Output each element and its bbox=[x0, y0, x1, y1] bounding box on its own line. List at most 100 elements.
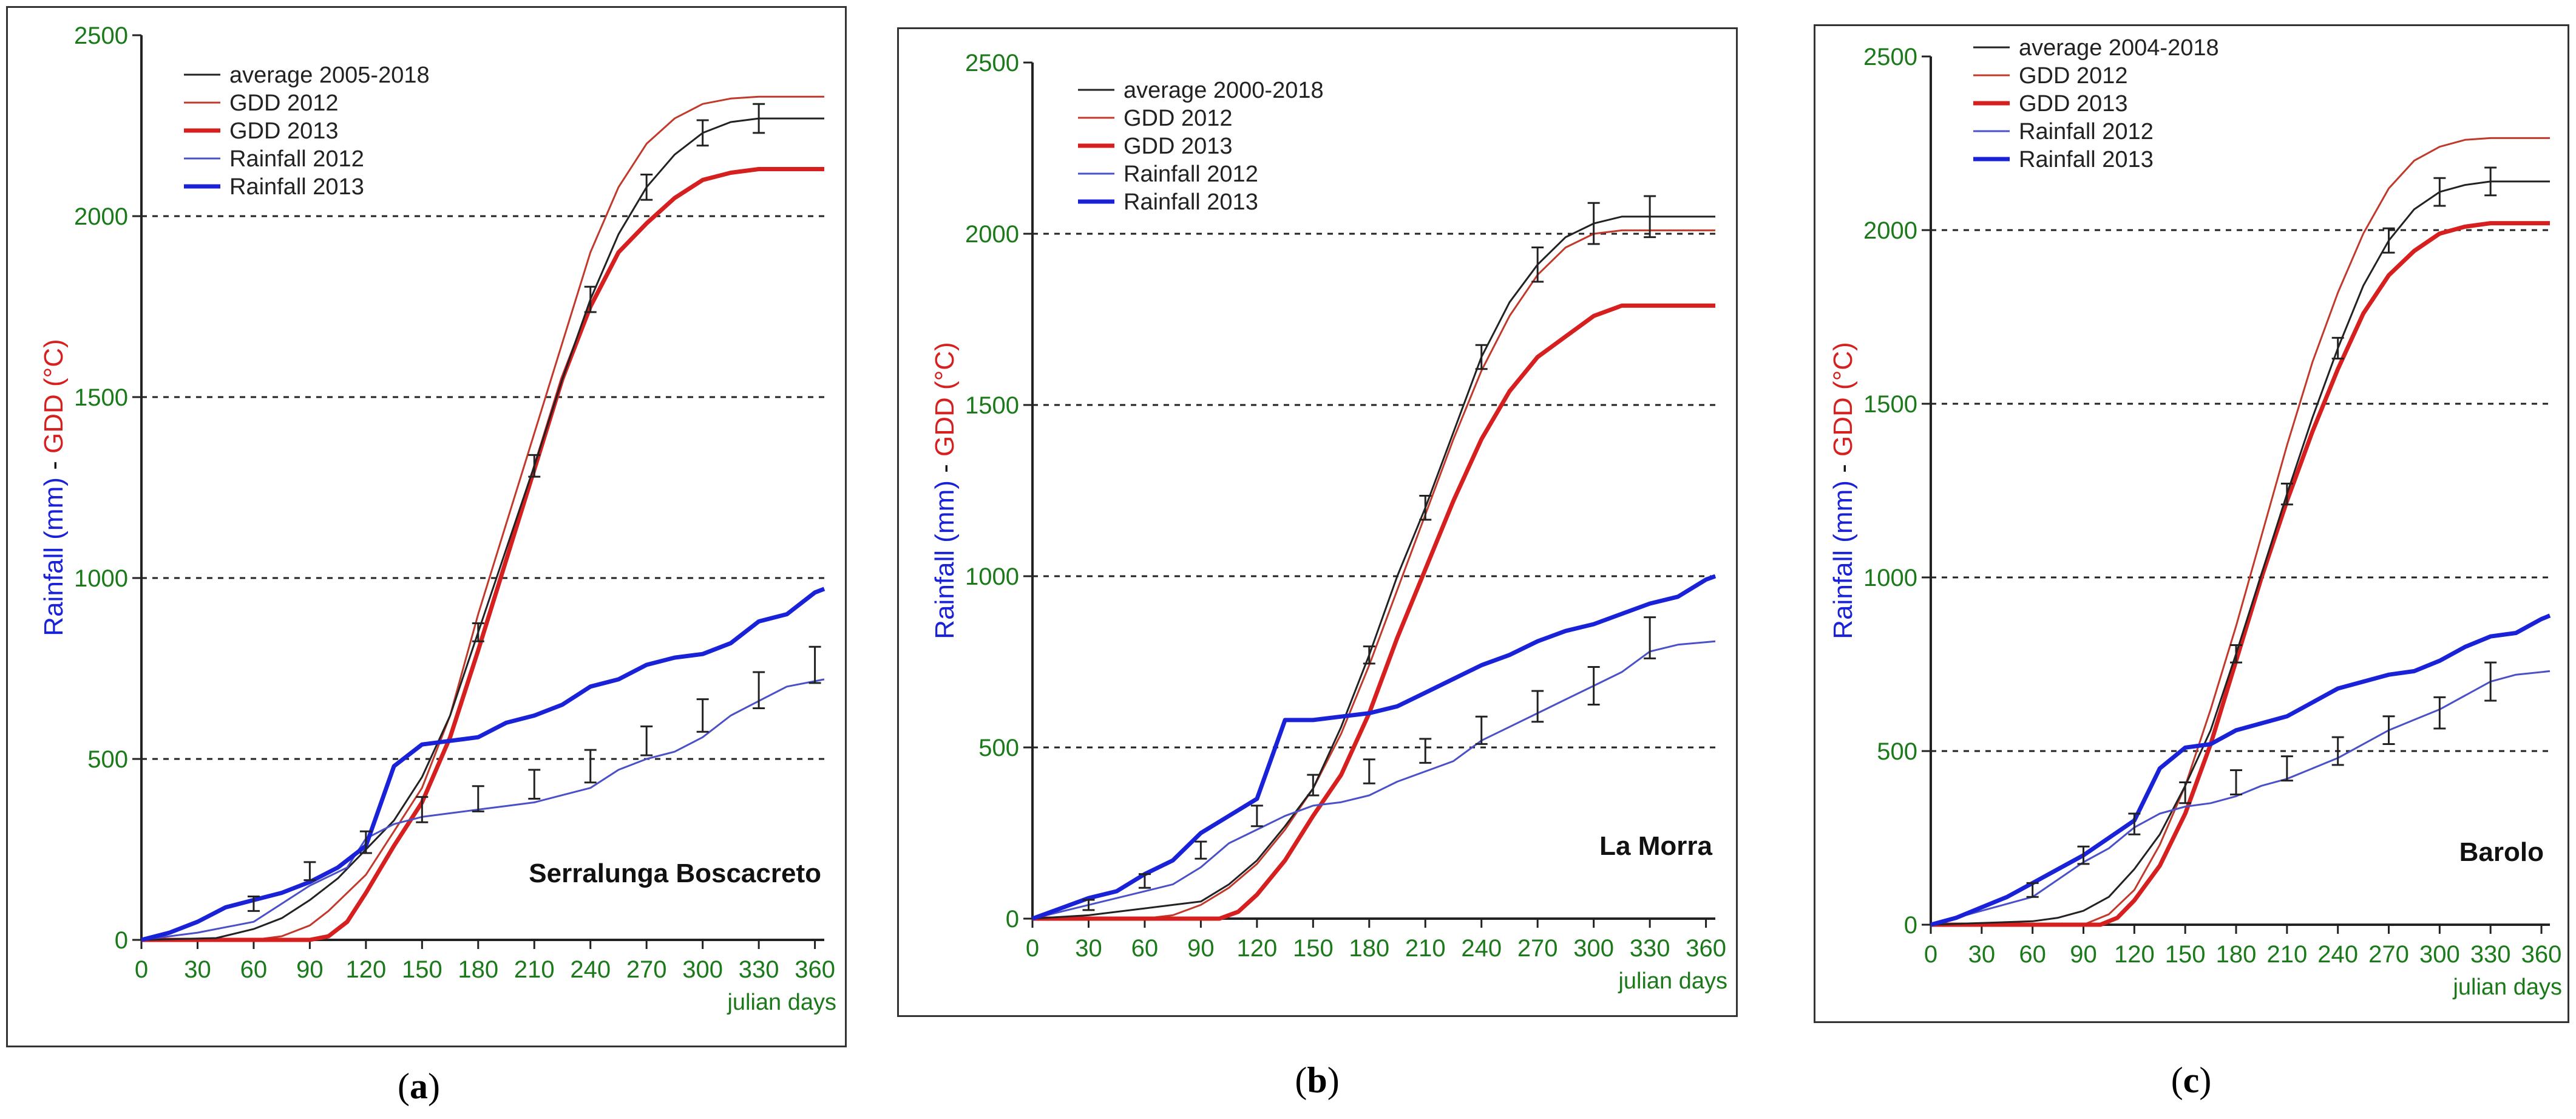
series-line-gdd-2013 bbox=[1032, 303, 1715, 921]
x-tick-label: 30 bbox=[1075, 935, 1102, 962]
y-tick-label: 1000 bbox=[965, 563, 1019, 590]
y-axis-label-gdd: GDD (°C) bbox=[930, 342, 960, 457]
series-line-rainfall-2013 bbox=[1930, 613, 2551, 927]
x-tick-label: 300 bbox=[682, 956, 723, 983]
x-tick-label: 330 bbox=[2470, 941, 2511, 968]
x-tick-label: 30 bbox=[1968, 941, 1996, 968]
series-line-average-2004-2018 bbox=[1930, 180, 2550, 926]
x-tick-label: 180 bbox=[2216, 941, 2257, 968]
y-tick-label: 2000 bbox=[965, 221, 1019, 248]
series-line-rainfall-2012 bbox=[141, 678, 825, 941]
x-tick-label: 240 bbox=[2317, 941, 2358, 968]
y-tick-label: 0 bbox=[1006, 906, 1019, 933]
x-tick-label: 210 bbox=[514, 956, 555, 983]
y-axis-label: Rainfall (mm) - GDD (°C) bbox=[39, 339, 69, 636]
x-tick-label: 360 bbox=[2521, 941, 2562, 968]
location-label: Serralunga Boscacreto bbox=[529, 859, 821, 888]
y-axis-label-rainfall: Rainfall (mm) bbox=[39, 470, 69, 636]
legend-label: GDD 2013 bbox=[229, 118, 339, 144]
y-axis-label-rainfall: Rainfall (mm) bbox=[1828, 473, 1858, 639]
x-axis-label: julian days bbox=[1618, 968, 1727, 994]
series-line-gdd-2012 bbox=[1931, 137, 2550, 926]
x-tick-label: 300 bbox=[1573, 935, 1614, 962]
x-tick-label: 180 bbox=[458, 956, 498, 983]
series-line-rainfall-2013 bbox=[141, 587, 825, 942]
y-tick-label: 2000 bbox=[74, 203, 128, 230]
legend-label: GDD 2013 bbox=[1124, 134, 1233, 159]
legend-label: average 2005-2018 bbox=[229, 63, 430, 88]
x-tick-label: 330 bbox=[739, 956, 779, 983]
series-line-average-2005-2018 bbox=[141, 117, 824, 941]
y-axis-label-separator: - bbox=[1828, 457, 1858, 473]
x-tick-label: 270 bbox=[1517, 935, 1558, 962]
x-axis-label: julian days bbox=[2452, 974, 2562, 1000]
y-axis-label-rainfall: Rainfall (mm) bbox=[930, 473, 960, 639]
x-tick-label: 210 bbox=[2266, 941, 2307, 968]
x-tick-label: 60 bbox=[2019, 941, 2046, 968]
chart-panel-c: 0 500 1000 1500 2000 2500 0 30 60 90 120 150 180 210 2… bbox=[1814, 24, 2569, 1023]
caption-a-letter: a bbox=[410, 1066, 428, 1106]
y-tick-label: 1500 bbox=[1863, 391, 1917, 418]
x-tick-label: 90 bbox=[2070, 941, 2097, 968]
legend-label: average 2000-2018 bbox=[1124, 78, 1324, 103]
caption-c: (c) bbox=[2171, 1060, 2212, 1100]
chart-svg-a: 0 500 1000 1500 2000 2500 0 30 60 90 120 150 180 210 2… bbox=[39, 22, 836, 1015]
series-line-rainfall-2013 bbox=[1031, 574, 1717, 921]
y-tick-label: 2500 bbox=[965, 50, 1019, 77]
caption-c-letter: c bbox=[2183, 1060, 2200, 1100]
y-tick-label: 500 bbox=[1877, 738, 1917, 765]
legend-label: average 2004-2018 bbox=[2019, 35, 2219, 61]
x-tick-label: 60 bbox=[240, 956, 268, 983]
x-tick-label: 120 bbox=[1236, 935, 1277, 962]
legend-label: GDD 2012 bbox=[1124, 106, 1233, 131]
x-tick-label: 90 bbox=[1187, 935, 1215, 962]
x-tick-label: 30 bbox=[184, 956, 211, 983]
chart-panel-a: 0 500 1000 1500 2000 2500 0 30 60 90 120 150 180 210 2… bbox=[6, 6, 847, 1047]
y-axis-label-separator: - bbox=[930, 457, 960, 473]
x-tick-label: 330 bbox=[1630, 935, 1670, 962]
y-axis-label: Rainfall (mm) - GDD (°C) bbox=[930, 342, 960, 639]
x-tick-label: 150 bbox=[402, 956, 442, 983]
x-tick-label: 180 bbox=[1349, 935, 1389, 962]
caption-b: (b) bbox=[1295, 1060, 1340, 1100]
location-label: La Morra bbox=[1599, 831, 1712, 861]
series-line-rainfall-2012 bbox=[1032, 640, 1716, 920]
y-tick-label: 0 bbox=[115, 927, 128, 954]
y-tick-label: 2500 bbox=[74, 22, 128, 49]
x-tick-label: 0 bbox=[135, 956, 148, 983]
x-tick-label: 300 bbox=[2419, 941, 2460, 968]
x-tick-label: 60 bbox=[1131, 935, 1159, 962]
series-line-gdd-2013 bbox=[1931, 221, 2550, 927]
x-tick-label: 210 bbox=[1405, 935, 1446, 962]
y-tick-label: 500 bbox=[978, 735, 1019, 761]
x-tick-label: 240 bbox=[570, 956, 611, 983]
legend-label: Rainfall 2013 bbox=[1124, 189, 1258, 215]
x-tick-label: 90 bbox=[296, 956, 324, 983]
x-tick-label: 120 bbox=[345, 956, 386, 983]
caption-b-letter: b bbox=[1307, 1060, 1327, 1100]
chart-svg-c: 0 500 1000 1500 2000 2500 0 30 60 90 120 150 180 210 2… bbox=[1828, 35, 2562, 1000]
x-tick-label: 150 bbox=[2165, 941, 2206, 968]
legend-label: Rainfall 2013 bbox=[229, 174, 364, 200]
y-axis-label-gdd: GDD (°C) bbox=[1828, 342, 1858, 457]
series-line-gdd-2013 bbox=[141, 167, 824, 942]
chart-svg-b: 0 500 1000 1500 2000 2500 0 30 60 90 120 150 180 210 2… bbox=[930, 50, 1727, 994]
y-tick-label: 0 bbox=[1904, 912, 1917, 939]
caption-a: (a) bbox=[398, 1066, 440, 1106]
x-tick-label: 120 bbox=[2114, 941, 2155, 968]
y-axis-label-separator: - bbox=[39, 454, 69, 470]
y-tick-label: 1000 bbox=[74, 565, 128, 592]
legend-label: Rainfall 2012 bbox=[2019, 119, 2154, 145]
x-tick-label: 0 bbox=[1026, 935, 1039, 962]
y-axis-label: Rainfall (mm) - GDD (°C) bbox=[1828, 342, 1858, 639]
legend-label: GDD 2013 bbox=[2019, 91, 2128, 117]
x-axis-label: julian days bbox=[727, 990, 836, 1015]
location-label: Barolo bbox=[2459, 837, 2544, 867]
y-tick-label: 1500 bbox=[965, 392, 1019, 419]
series-line-rainfall-2012 bbox=[1930, 670, 2551, 926]
legend-label: Rainfall 2013 bbox=[2019, 147, 2154, 172]
x-tick-label: 240 bbox=[1461, 935, 1502, 962]
x-tick-label: 360 bbox=[1686, 935, 1726, 962]
x-tick-label: 0 bbox=[1924, 941, 1937, 968]
series-line-average-2000-2018 bbox=[1032, 216, 1715, 920]
